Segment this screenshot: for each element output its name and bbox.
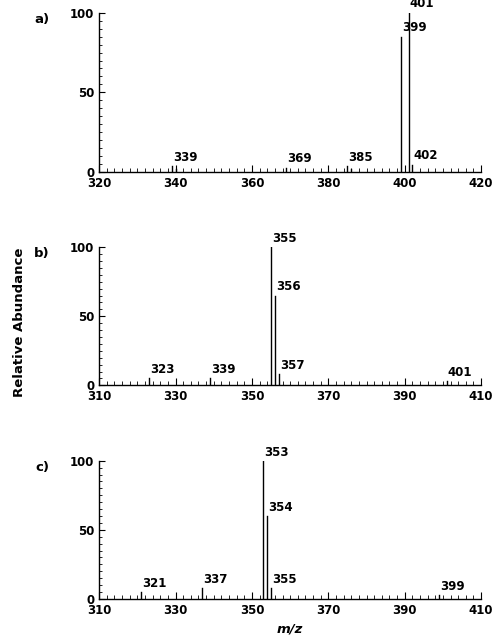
Text: c): c) <box>36 460 50 474</box>
Text: a): a) <box>34 13 50 26</box>
Text: 355: 355 <box>272 232 297 245</box>
Text: 385: 385 <box>349 151 373 164</box>
Text: 399: 399 <box>402 21 427 34</box>
Text: 337: 337 <box>203 573 228 586</box>
Text: Relative Abundance: Relative Abundance <box>13 247 26 397</box>
Text: 353: 353 <box>264 446 289 459</box>
Text: 354: 354 <box>268 501 293 514</box>
Text: 321: 321 <box>142 577 167 590</box>
Text: 402: 402 <box>414 149 438 162</box>
Text: 357: 357 <box>280 359 305 372</box>
Text: b): b) <box>34 247 50 260</box>
Text: 401: 401 <box>448 366 472 379</box>
Text: 355: 355 <box>272 573 297 586</box>
Text: 339: 339 <box>211 363 236 376</box>
X-axis label: m/z: m/z <box>277 622 304 636</box>
Text: 356: 356 <box>276 281 301 294</box>
Text: 399: 399 <box>440 580 465 592</box>
Text: 339: 339 <box>173 151 197 164</box>
Text: 401: 401 <box>410 0 434 10</box>
Text: 323: 323 <box>150 363 175 376</box>
Text: 369: 369 <box>288 153 312 166</box>
